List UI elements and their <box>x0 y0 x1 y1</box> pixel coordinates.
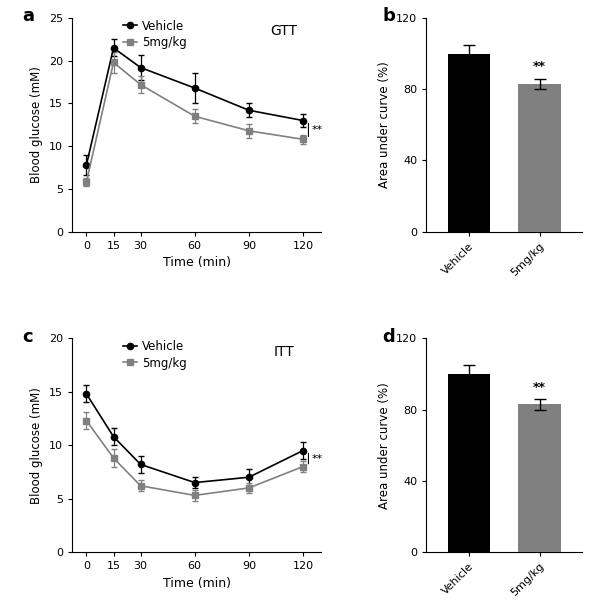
Bar <box>518 84 561 232</box>
Text: ITT: ITT <box>274 345 294 359</box>
Y-axis label: Blood glucose (mM): Blood glucose (mM) <box>30 387 43 503</box>
Y-axis label: Blood glucose (mM): Blood glucose (mM) <box>30 67 43 183</box>
X-axis label: Time (min): Time (min) <box>163 256 230 269</box>
Text: **: ** <box>312 454 323 464</box>
Legend: Vehicle, 5mg/kg: Vehicle, 5mg/kg <box>123 20 187 49</box>
Y-axis label: Area under curve (%): Area under curve (%) <box>377 382 391 509</box>
Text: GTT: GTT <box>270 25 297 38</box>
Text: a: a <box>22 7 34 25</box>
Text: c: c <box>22 328 33 346</box>
Text: **: ** <box>312 125 323 135</box>
Bar <box>518 404 561 552</box>
Text: b: b <box>383 7 395 25</box>
Bar <box>448 53 490 232</box>
Text: d: d <box>383 328 395 346</box>
Text: **: ** <box>533 380 546 394</box>
Bar <box>448 374 490 552</box>
Legend: Vehicle, 5mg/kg: Vehicle, 5mg/kg <box>123 340 187 370</box>
Y-axis label: Area under curve (%): Area under curve (%) <box>377 61 391 188</box>
X-axis label: Time (min): Time (min) <box>163 577 230 590</box>
Text: **: ** <box>533 60 546 73</box>
